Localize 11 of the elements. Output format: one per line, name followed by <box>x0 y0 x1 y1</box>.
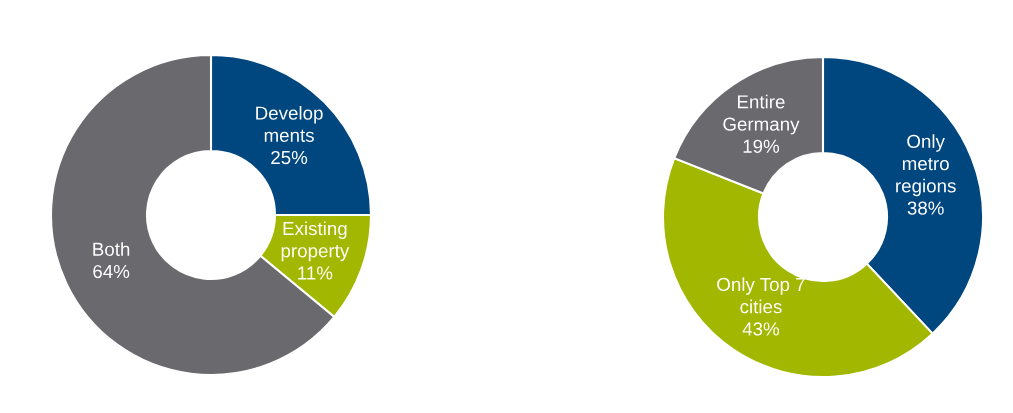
data-label: 43% <box>742 322 780 336</box>
slice-label: Both <box>93 242 130 256</box>
data-label: 11% <box>298 266 333 280</box>
slice-label: Only metro regions <box>896 134 956 197</box>
slice-label: Develop ments <box>256 105 323 142</box>
slice-label: Entire Germany <box>723 94 800 135</box>
data-label: 38% <box>907 201 944 215</box>
data-label: 25% <box>271 150 308 165</box>
slice-label: Existing property <box>281 221 350 262</box>
data-label: 64% <box>93 264 130 279</box>
data-label: 19% <box>743 139 780 153</box>
